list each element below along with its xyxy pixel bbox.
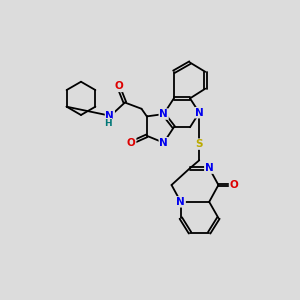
Text: O: O [114,81,123,92]
Text: N: N [159,109,168,119]
Text: N: N [195,108,204,118]
Text: O: O [230,180,238,190]
Text: N: N [106,111,114,121]
Text: H: H [104,118,112,127]
Text: O: O [127,138,136,148]
Text: S: S [196,139,203,149]
Text: N: N [176,197,185,207]
Text: N: N [205,163,214,173]
Text: N: N [159,138,168,148]
